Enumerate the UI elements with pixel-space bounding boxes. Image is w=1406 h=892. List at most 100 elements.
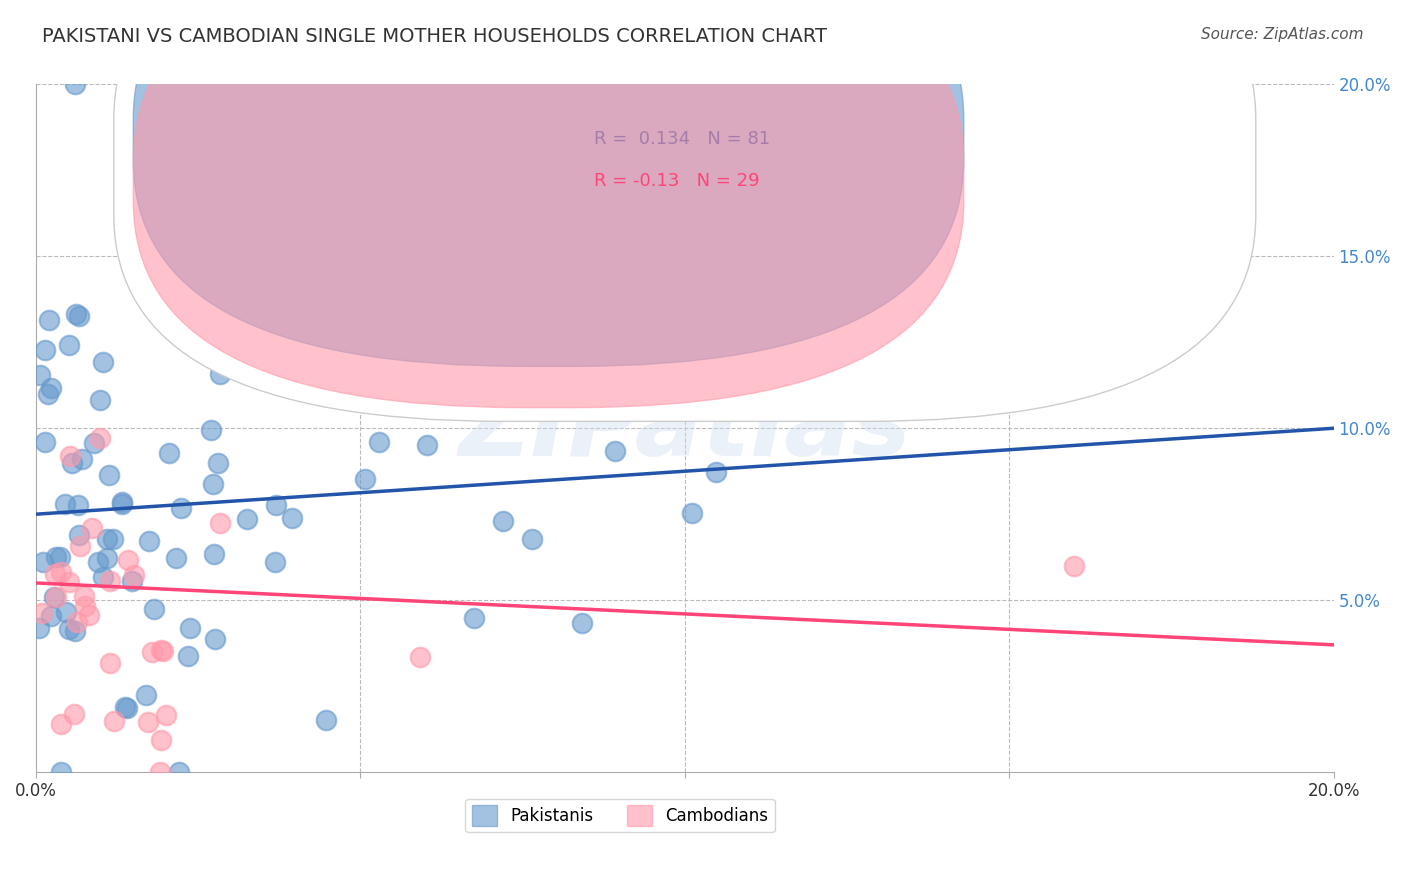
Point [45, 590, 67, 604]
Point [67, 527, 90, 541]
Point [96, 532, 118, 546]
Point [141, 645, 163, 659]
Point [55, 605, 77, 619]
Point [207, 456, 229, 470]
Point [368, 435, 391, 450]
Point [312, 252, 335, 267]
Point [75, 599, 97, 614]
Point [136, 714, 159, 729]
Point [53, 497, 76, 511]
Point [312, 293, 335, 308]
Text: R =  0.134   N = 81: R = 0.134 N = 81 [593, 130, 770, 148]
Point [73, 589, 96, 603]
Point [59, 450, 82, 464]
Point [603, 444, 626, 458]
Point [869, 264, 891, 278]
Point [323, 383, 346, 397]
FancyBboxPatch shape [134, 0, 963, 408]
Point [281, 510, 304, 524]
Point [263, 555, 285, 569]
Point [152, 643, 174, 657]
Point [67, 309, 90, 323]
Point [412, 391, 434, 405]
Point [45, 549, 67, 564]
Point [409, 650, 432, 665]
Point [138, 534, 160, 549]
Point [49, 717, 72, 731]
Point [65, 624, 87, 639]
Point [34, 343, 56, 357]
Point [38, 313, 60, 327]
Point [60, 456, 83, 470]
Point [149, 765, 172, 780]
Point [63, 707, 86, 722]
Point [44, 567, 66, 582]
Point [135, 688, 157, 702]
Point [373, 277, 395, 292]
Point [522, 532, 544, 546]
Point [66, 615, 89, 629]
Point [51, 765, 73, 780]
Point [463, 611, 485, 625]
FancyBboxPatch shape [114, 0, 1256, 421]
Point [202, 477, 225, 491]
Point [122, 567, 145, 582]
Point [31, 555, 53, 569]
Point [117, 701, 139, 715]
Point [91, 570, 114, 584]
Point [28, 368, 51, 383]
Point [1063, 558, 1085, 573]
Point [249, 315, 271, 329]
Point [86, 555, 108, 569]
Point [704, 465, 727, 479]
Point [315, 713, 337, 727]
Point [79, 607, 101, 622]
Point [89, 392, 111, 407]
FancyBboxPatch shape [134, 0, 963, 367]
Point [111, 497, 134, 511]
Point [209, 368, 232, 382]
Point [340, 377, 363, 392]
Point [571, 616, 593, 631]
Point [114, 699, 136, 714]
Point [69, 539, 91, 553]
Point [492, 514, 515, 528]
Point [179, 621, 201, 635]
Point [103, 714, 125, 728]
Point [97, 467, 120, 482]
Point [278, 360, 301, 375]
Point [200, 423, 222, 437]
Text: ZIPatlas: ZIPatlas [458, 380, 911, 476]
Point [157, 446, 180, 460]
Point [416, 438, 439, 452]
Point [65, 308, 87, 322]
Point [28, 621, 51, 635]
Point [155, 707, 177, 722]
Point [202, 547, 225, 561]
Point [121, 574, 143, 588]
Text: PAKISTANI VS CAMBODIAN SINGLE MOTHER HOUSEHOLDS CORRELATION CHART: PAKISTANI VS CAMBODIAN SINGLE MOTHER HOU… [42, 27, 827, 45]
Point [204, 632, 226, 647]
Point [58, 574, 80, 589]
Point [117, 553, 139, 567]
Text: R = -0.13   N = 29: R = -0.13 N = 29 [593, 171, 759, 190]
Point [150, 732, 173, 747]
Point [284, 128, 307, 143]
Point [72, 452, 94, 467]
Point [354, 472, 377, 486]
Point [89, 431, 111, 445]
Point [96, 551, 118, 566]
Point [98, 656, 121, 670]
Point [34, 435, 56, 450]
Point [101, 532, 124, 546]
Point [49, 566, 72, 580]
Point [610, 318, 633, 332]
Point [609, 112, 631, 126]
Point [42, 590, 65, 604]
Point [39, 609, 62, 624]
Point [37, 386, 59, 401]
Point [167, 765, 190, 780]
Point [707, 354, 730, 368]
Point [143, 602, 166, 616]
Point [111, 495, 134, 509]
